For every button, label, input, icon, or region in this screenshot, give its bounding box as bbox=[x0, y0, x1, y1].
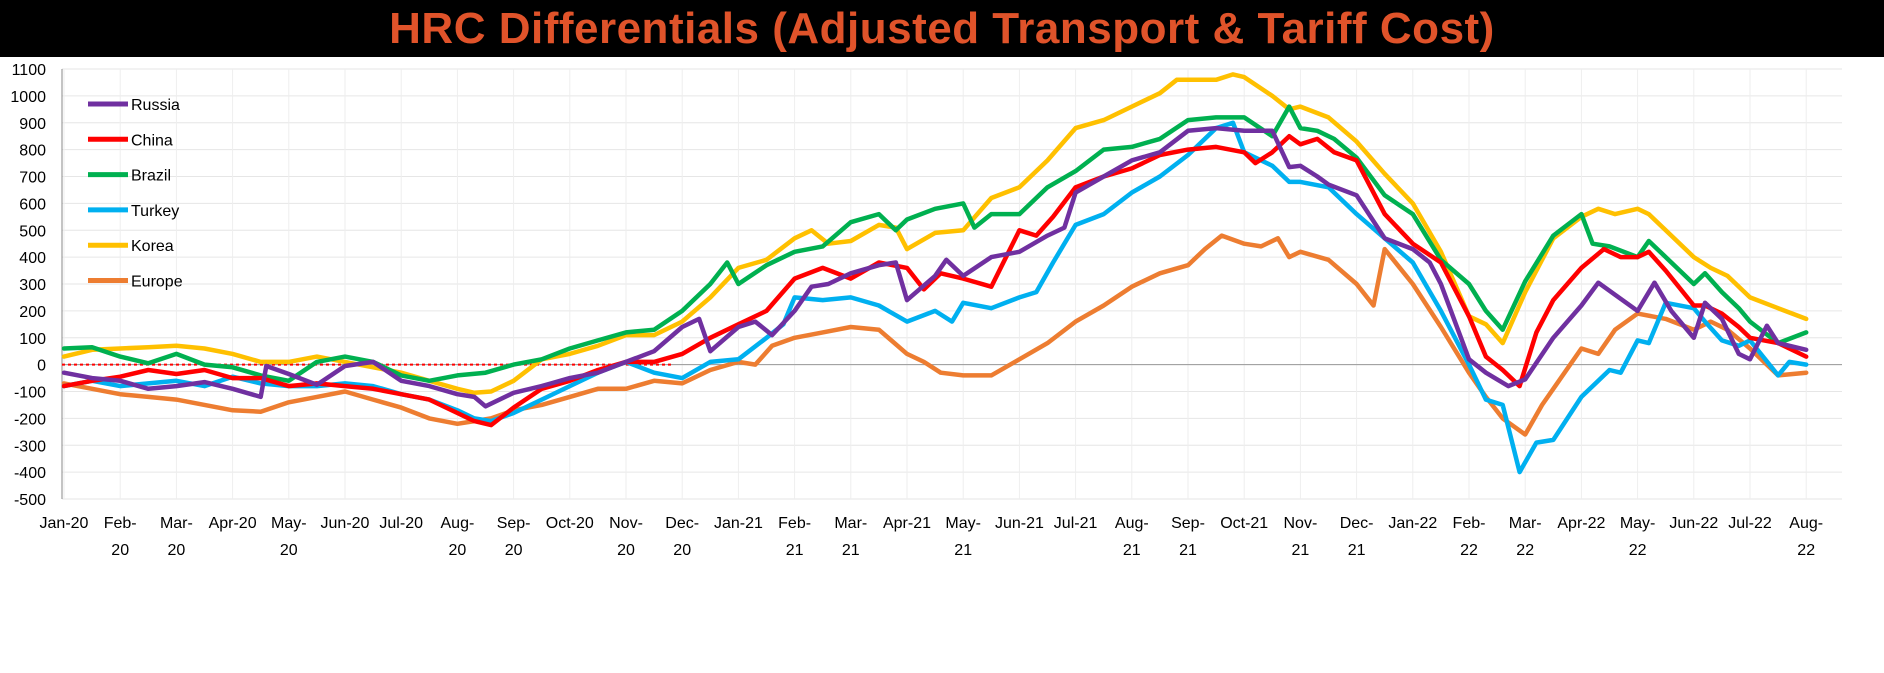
x-tick-label: Mar- bbox=[834, 515, 867, 532]
x-tick-label: Dec- bbox=[665, 515, 699, 532]
x-tick-label: Mar- bbox=[1509, 515, 1542, 532]
series-line-china bbox=[61, 133, 1809, 428]
y-tick-label: 500 bbox=[19, 223, 46, 240]
title-bar bbox=[0, 0, 1884, 57]
x-tick-label-year: 21 bbox=[1292, 542, 1310, 559]
y-tick-label: 800 bbox=[19, 143, 46, 160]
y-tick-label: -400 bbox=[14, 465, 46, 482]
series-line-brazil bbox=[61, 104, 1809, 384]
y-tick-label: 100 bbox=[19, 331, 46, 348]
x-tick-label: Mar- bbox=[160, 515, 193, 532]
x-tick-label: Jan-20 bbox=[40, 515, 89, 532]
x-tick-label: Oct-20 bbox=[546, 515, 594, 532]
x-tick-label: Sep- bbox=[1171, 515, 1205, 532]
x-tick-label-year: 20 bbox=[111, 542, 129, 559]
x-tick-label-year: 20 bbox=[449, 542, 467, 559]
legend-label-china: China bbox=[131, 132, 173, 149]
x-tick-label-year: 21 bbox=[786, 542, 804, 559]
x-axis: Jan-20 Feb- 20 Mar- 20 Apr-20 May- 20 Jun-20 Jul-… bbox=[40, 515, 1824, 559]
x-tick-label: Feb- bbox=[1453, 515, 1486, 532]
y-tick-label: 0 bbox=[37, 358, 46, 375]
x-tick-label-year: 20 bbox=[168, 542, 186, 559]
y-tick-label: 300 bbox=[19, 277, 46, 294]
x-tick-label: Jul-20 bbox=[379, 515, 423, 532]
y-tick-label: 1000 bbox=[10, 89, 46, 106]
x-tick-label-year: 22 bbox=[1516, 542, 1534, 559]
x-tick-label-year: 21 bbox=[1123, 542, 1141, 559]
series-line-turkey bbox=[61, 120, 1809, 475]
x-tick-label: Jan-22 bbox=[1388, 515, 1437, 532]
x-tick-label: Aug- bbox=[1115, 515, 1149, 532]
legend-label-brazil: Brazil bbox=[131, 168, 171, 185]
x-tick-label-year: 20 bbox=[617, 542, 635, 559]
y-tick-label: -200 bbox=[14, 411, 46, 428]
y-tick-label: -300 bbox=[14, 438, 46, 455]
x-tick-label-year: 20 bbox=[280, 542, 298, 559]
x-tick-label-year: 21 bbox=[842, 542, 860, 559]
line-chart: 110010009008007006005004003002001000-100… bbox=[10, 62, 1842, 559]
x-tick-label: May- bbox=[1620, 515, 1656, 532]
x-tick-label: Jan-21 bbox=[714, 515, 763, 532]
y-tick-label: 600 bbox=[19, 196, 46, 213]
x-tick-label: Sep- bbox=[497, 515, 531, 532]
x-tick-label: Oct-21 bbox=[1220, 515, 1268, 532]
x-tick-label-year: 22 bbox=[1629, 542, 1647, 559]
gridlines bbox=[62, 68, 1842, 500]
x-tick-label-year: 22 bbox=[1460, 542, 1478, 559]
y-tick-label: 400 bbox=[19, 250, 46, 267]
x-tick-label: Feb- bbox=[104, 515, 137, 532]
x-tick-label: Jun-22 bbox=[1669, 515, 1718, 532]
series-lines bbox=[61, 72, 1809, 475]
legend-label-turkey: Turkey bbox=[131, 203, 179, 220]
x-tick-label-year: 20 bbox=[673, 542, 691, 559]
legend-label-russia: Russia bbox=[131, 97, 180, 114]
legend-label-korea: Korea bbox=[131, 238, 174, 255]
x-tick-label-year: 21 bbox=[954, 542, 972, 559]
x-tick-label-year: 21 bbox=[1348, 542, 1366, 559]
x-tick-label: Jul-22 bbox=[1728, 515, 1772, 532]
legend: Russia China Brazil Turkey Korea Europe bbox=[88, 97, 183, 291]
x-tick-label: May- bbox=[271, 515, 307, 532]
x-tick-label: Apr-21 bbox=[883, 515, 931, 532]
chart-title: HRC Differentials (Adjusted Transport & … bbox=[389, 4, 1495, 53]
series-line-korea bbox=[61, 72, 1809, 396]
x-tick-label: May- bbox=[945, 515, 981, 532]
y-tick-label: 900 bbox=[19, 116, 46, 133]
y-axis: 110010009008007006005004003002001000-100… bbox=[10, 62, 63, 509]
x-tick-label-year: 20 bbox=[505, 542, 523, 559]
y-tick-label: 1100 bbox=[12, 62, 47, 79]
y-tick-label: 700 bbox=[19, 170, 46, 187]
x-tick-label: Jul-21 bbox=[1054, 515, 1098, 532]
x-tick-label: Nov- bbox=[609, 515, 643, 532]
x-tick-label: Nov- bbox=[1284, 515, 1318, 532]
x-tick-label: Dec- bbox=[1340, 515, 1374, 532]
x-tick-label: Jun-21 bbox=[995, 515, 1044, 532]
series-line-europe bbox=[61, 233, 1809, 437]
x-tick-label: Apr-20 bbox=[209, 515, 257, 532]
x-tick-label: Jun-20 bbox=[321, 515, 370, 532]
legend-label-europe: Europe bbox=[131, 274, 183, 291]
x-tick-label-year: 22 bbox=[1797, 542, 1815, 559]
x-tick-label: Feb- bbox=[778, 515, 811, 532]
y-tick-label: -500 bbox=[14, 492, 46, 509]
x-tick-label: Aug- bbox=[1789, 515, 1823, 532]
y-tick-label: -100 bbox=[14, 385, 46, 402]
y-tick-label: 200 bbox=[19, 304, 46, 321]
x-tick-label-year: 21 bbox=[1179, 542, 1197, 559]
x-tick-label: Apr-22 bbox=[1557, 515, 1605, 532]
x-tick-label: Aug- bbox=[441, 515, 475, 532]
chart-area: 1100 1000 900 800 700 600 500 400 300 200 100 0 -100… bbox=[0, 57, 1884, 668]
series-line-russia bbox=[61, 125, 1809, 409]
